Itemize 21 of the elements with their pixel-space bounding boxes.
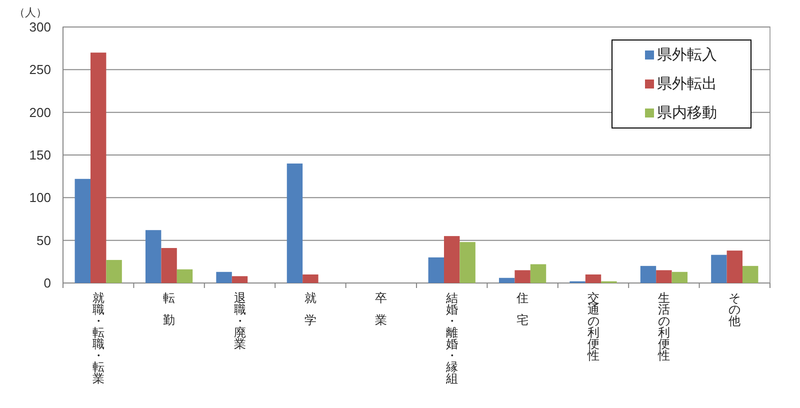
y-tick-label: 250 [29, 62, 51, 78]
x-tick-label: その他 [728, 291, 741, 328]
y-axis-title: （人） [14, 7, 47, 19]
x-tick-label: 卒業 [375, 291, 388, 327]
x-tick-label: 住宅 [516, 291, 529, 327]
y-tick-label: 0 [44, 276, 51, 290]
x-tick-label: 生活の利便性 [658, 291, 670, 362]
legend-label: 県外転出 [657, 76, 717, 92]
legend-label: 県外転入 [657, 46, 717, 64]
legend-label: 県内移動 [657, 104, 717, 122]
x-tick-label: 退職・廃業 [234, 291, 246, 351]
y-tick-label: 200 [29, 104, 51, 120]
x-tick-label: 交通の利便性 [587, 291, 600, 362]
y-tick-label: 100 [29, 190, 51, 206]
y-tick-label: 50 [36, 232, 51, 248]
y-tick-label: 300 [29, 20, 51, 34]
x-tick-label: 転勤 [163, 291, 176, 327]
x-tick-label: 就学 [304, 291, 316, 327]
x-tick-label: 就職・転職・転業 [92, 291, 104, 386]
y-tick-label: 150 [29, 148, 51, 162]
x-tick-label: 結婚・離婚・縁組 [446, 291, 458, 386]
